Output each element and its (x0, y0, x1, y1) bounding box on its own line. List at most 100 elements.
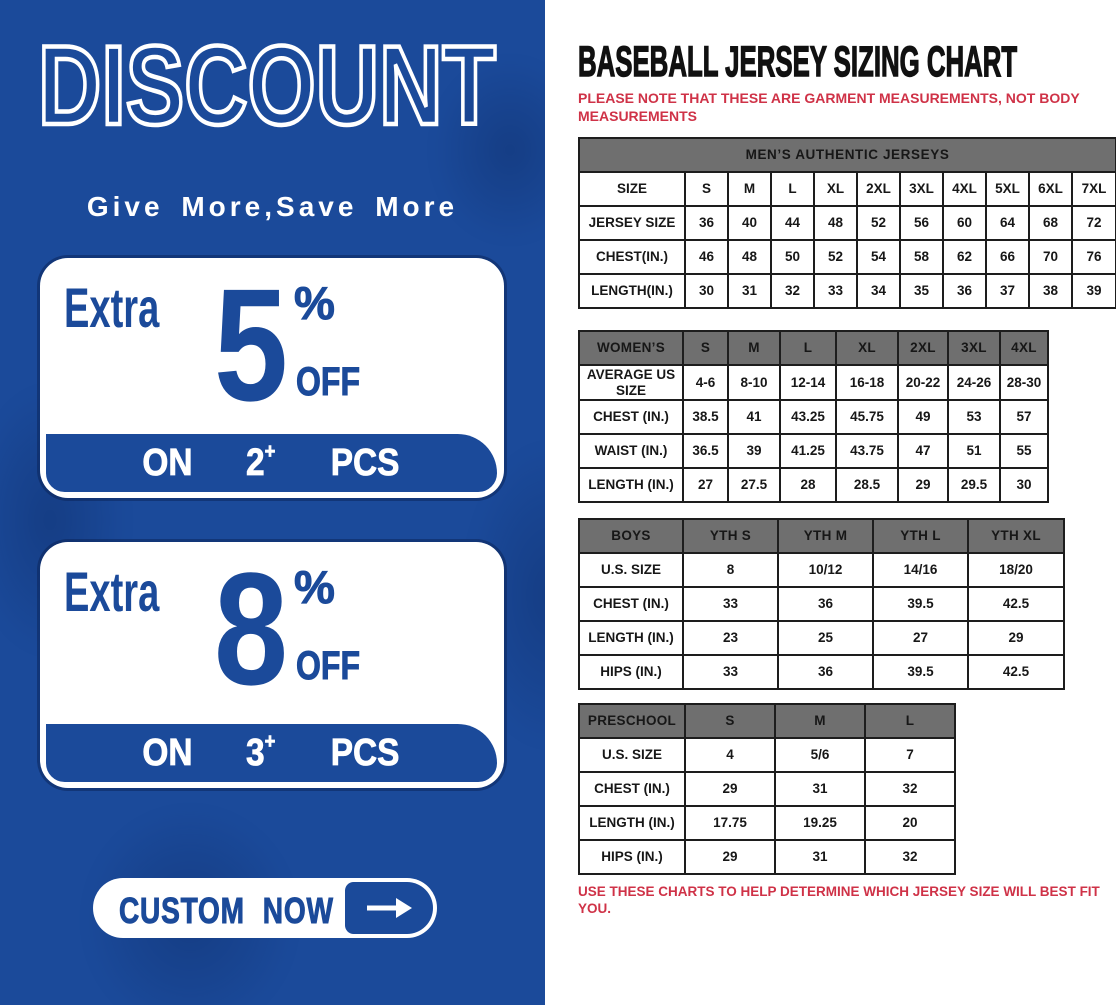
table-cell: 66 (985, 239, 1030, 275)
column-header: XL (835, 330, 899, 366)
column-header: YTH S (682, 518, 779, 555)
table-cell: 8-10 (727, 363, 781, 402)
table-cell: 36 (777, 586, 874, 623)
table-cell: 41 (727, 399, 781, 436)
table-cell: 25 (777, 620, 874, 657)
table-cell: 42.5 (967, 654, 1065, 691)
discount-title: DISCOUNT (36, 21, 506, 151)
table-cell: 57 (999, 399, 1049, 436)
row-label: JERSEY SIZE (578, 205, 686, 241)
table-cell: 48 (727, 239, 772, 275)
table-row: LENGTH (IN.) 17.75 19.25 20 (578, 805, 956, 842)
off-label: OFF (296, 644, 361, 689)
table-cell: 51 (947, 433, 1001, 470)
table-cell: 36 (942, 273, 987, 309)
table-cell: 31 (774, 771, 866, 808)
sizing-table-boys: BOYS YTH S YTH M YTH L YTH XL U.S. SIZE 8 10/12… (578, 518, 1065, 691)
table-cell: 38.5 (682, 399, 729, 436)
offer-condition-strip: ON 2+ PCS (46, 434, 497, 492)
table-cell: 56 (899, 205, 944, 241)
fit-help-note: USE THESE CHARTS TO HELP DETERMINE WHICH… (578, 884, 1100, 916)
column-header: 3XL (947, 330, 1001, 366)
table-cell: 3XL (899, 171, 944, 207)
column-header: YTH L (872, 518, 969, 555)
quantity: 3+ (246, 729, 276, 774)
discount-outline-text: DISCOUNT (38, 36, 496, 140)
custom-now-button[interactable]: CUSTOM NOW (93, 878, 437, 938)
table-cell: 39 (727, 433, 781, 470)
table-cell: 48 (813, 205, 858, 241)
table-cell: 20-22 (897, 363, 949, 402)
table-cell: 16-18 (835, 363, 899, 402)
table-cell: 62 (942, 239, 987, 275)
table-cell: 33 (682, 654, 779, 691)
quantity: 2+ (246, 439, 276, 484)
table-cell: 39.5 (872, 586, 969, 623)
offer-amount: 5 (212, 255, 290, 434)
pcs-label: PCS (330, 731, 400, 774)
table-cell: 4XL (942, 171, 987, 207)
table-cell: 47 (897, 433, 949, 470)
promo-subtitle: Give More,Save More (86, 191, 459, 222)
table-cell: 30 (999, 467, 1049, 504)
sizing-tables: MEN’S AUTHENTIC JERSEYS SIZE S M L XL 2XL 3XL 4X… (577, 137, 1116, 876)
column-header: 4XL (999, 330, 1049, 366)
table-cell: 29 (967, 620, 1065, 657)
column-header: M (774, 703, 866, 740)
table-cell: 54 (856, 239, 901, 275)
column-header: 2XL (897, 330, 949, 366)
table-row: HIPS (IN.) 29 31 32 (578, 839, 956, 876)
table-cell: 31 (774, 839, 866, 876)
table-cell: 4 (684, 737, 776, 774)
table-cell: 8 (682, 552, 779, 589)
column-header: S (684, 703, 776, 740)
table-cell: 43.25 (779, 399, 837, 436)
table-cell: 36 (684, 205, 729, 241)
table-row: CHEST (IN.) 29 31 32 (578, 771, 956, 808)
table-cell: 36.5 (682, 433, 729, 470)
pcs-label: PCS (330, 441, 400, 484)
table-cell: 32 (864, 771, 956, 808)
table-cell: 29.5 (947, 467, 1001, 504)
table-cell: 41.25 (779, 433, 837, 470)
row-label: CHEST(IN.) (578, 239, 686, 275)
table-cell: 44 (770, 205, 815, 241)
table-cell: 10/12 (777, 552, 874, 589)
row-label: HIPS (IN.) (578, 839, 686, 876)
table-cell: 28 (779, 467, 837, 504)
row-label: SIZE (578, 171, 686, 207)
table-cell: 46 (684, 239, 729, 275)
table-cell: 58 (899, 239, 944, 275)
sizing-table-preschool: PRESCHOOL S M L U.S. SIZE 4 5/6 7 CHEST (IN.) 29 3… (578, 703, 956, 876)
row-label: CHEST (IN.) (578, 399, 684, 436)
table-cell: 43.75 (835, 433, 899, 470)
row-label: LENGTH(IN.) (578, 273, 686, 309)
table-header-row: WOMEN’S S M L XL 2XL 3XL 4XL (578, 330, 1049, 366)
table-row: CHEST(IN.) 46 48 50 52 54 58 62 66 70 76 (578, 239, 1116, 275)
column-header: PRESCHOOL (578, 703, 686, 740)
column-header: YTH M (777, 518, 874, 555)
table-cell: 20 (864, 805, 956, 842)
table-cell: 2XL (856, 171, 901, 207)
table-cell: L (770, 171, 815, 207)
table-row: LENGTH(IN.) 30 31 32 33 34 35 36 37 38 39 (578, 273, 1116, 309)
table-row: CHEST (IN.) 33 36 39.5 42.5 (578, 586, 1065, 623)
offer-condition-strip: ON 3+ PCS (46, 724, 497, 782)
table-cell: 50 (770, 239, 815, 275)
offer-card-8-percent: Extra 8 % OFF ON 3+ PCS (40, 539, 504, 788)
discount-panel: DISCOUNT Give More,Save More Extra 5 % O… (0, 0, 545, 1005)
table-row: HIPS (IN.) 33 36 39.5 42.5 (578, 654, 1065, 691)
table-cell: 28.5 (835, 467, 899, 504)
row-label: LENGTH (IN.) (578, 467, 684, 504)
on-label: ON (142, 441, 193, 484)
sizing-table-mens: MEN’S AUTHENTIC JERSEYS SIZE S M L XL 2XL 3XL 4X… (577, 137, 1116, 309)
table-cell: 31 (727, 273, 772, 309)
table-cell: 14/16 (872, 552, 969, 589)
table-cell: 52 (856, 205, 901, 241)
table-cell: 18/20 (967, 552, 1065, 589)
table-cell: 28-30 (999, 363, 1049, 402)
row-label: HIPS (IN.) (578, 654, 684, 691)
column-header: L (779, 330, 837, 366)
table-row: U.S. SIZE 4 5/6 7 (578, 737, 956, 774)
